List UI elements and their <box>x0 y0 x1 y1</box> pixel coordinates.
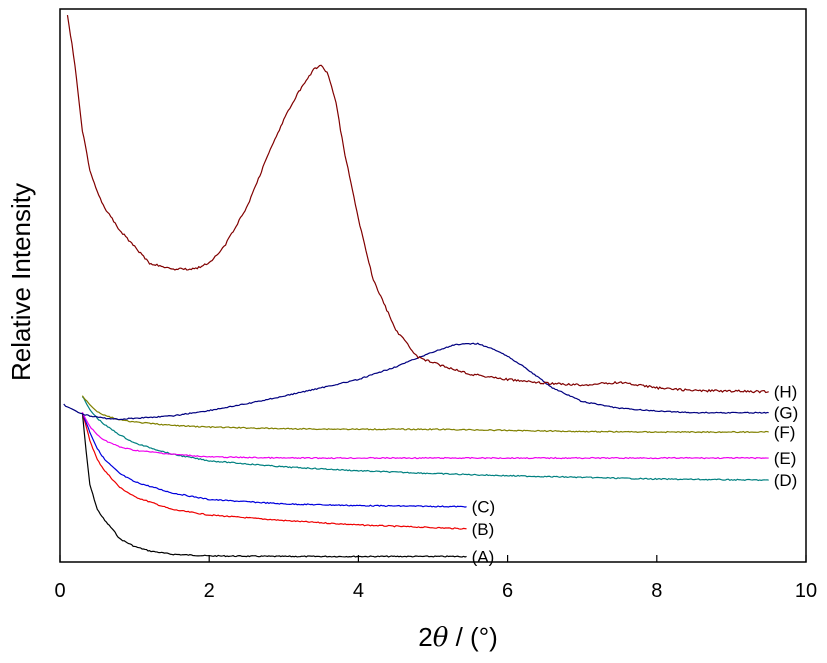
series-line-h <box>66 14 769 394</box>
x-axis-ticks: 0 2 4 6 8 10 <box>54 555 817 602</box>
series-line-f <box>81 395 769 434</box>
series-label-a: (A) <box>472 547 495 566</box>
x-tick-label: 4 <box>353 580 364 602</box>
series-line-g <box>63 342 769 421</box>
x-axis-title: 2θ / (°) <box>418 622 498 653</box>
series-line-e <box>81 412 769 460</box>
series-layer: (A) (B) (C) (D) (E) (F)(G) (H) <box>63 14 799 566</box>
x-tick-label: 8 <box>651 580 662 602</box>
series-label-f: (F) <box>774 423 796 442</box>
series-line-a <box>81 412 467 558</box>
series-line-c <box>81 412 467 508</box>
x-tick-label: 0 <box>54 580 65 602</box>
series-label-h: (H) <box>774 383 798 402</box>
y-axis-title: Relative Intensity <box>6 183 36 381</box>
series-label-e: (E) <box>774 449 797 468</box>
series-label-b: (B) <box>472 520 495 539</box>
x-tick-label: 2 <box>204 580 215 602</box>
x-axis-title-unit: / (°) <box>448 622 497 652</box>
series-line-b <box>81 412 467 530</box>
x-tick-label: 10 <box>795 580 817 602</box>
x-axis-title-symbol: θ <box>433 623 449 653</box>
x-axis-title-prefix: 2 <box>418 622 432 652</box>
plot-frame <box>59 8 807 563</box>
series-line-d <box>81 396 769 482</box>
series-label-c: (C) <box>472 498 496 517</box>
series-label-d: (D) <box>774 471 798 490</box>
x-tick-label: 6 <box>502 580 513 602</box>
series-label-g: (G) <box>774 404 799 423</box>
